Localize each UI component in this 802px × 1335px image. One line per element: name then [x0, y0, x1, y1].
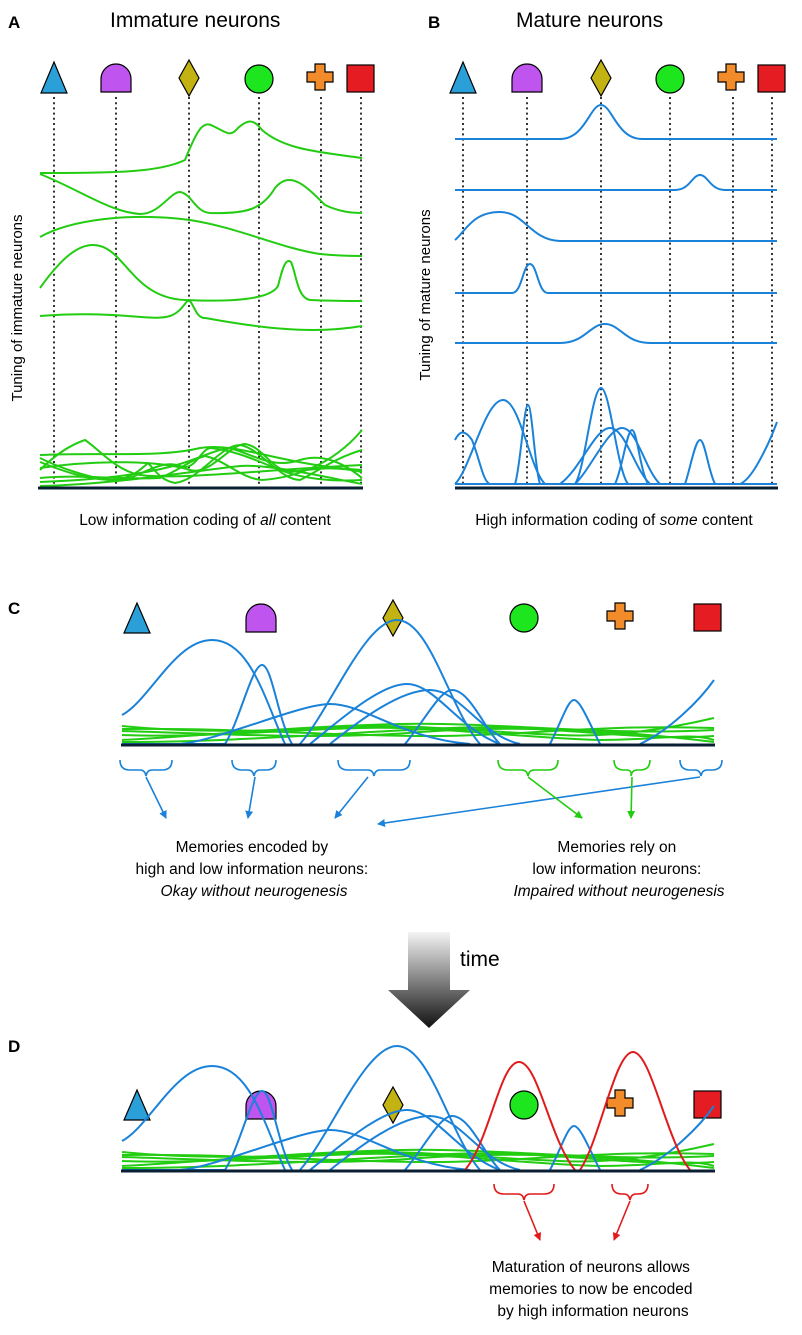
triangle-icon: [449, 60, 477, 94]
half-circle-icon: [100, 63, 132, 93]
diamond-icon: [382, 598, 404, 638]
panel-b-caption: High information coding of some content: [475, 512, 753, 529]
panel-d-red-curves: [464, 1050, 691, 1171]
circle-icon: [509, 1090, 539, 1120]
cross-icon: [306, 63, 334, 91]
time-arrow: time: [388, 932, 500, 1028]
square-icon: [693, 603, 722, 632]
cross-icon: [606, 1089, 634, 1117]
down-arrow-icon: [388, 932, 470, 1028]
panel-c-brackets-blue: [119, 759, 723, 777]
triangle-icon: [123, 601, 151, 634]
panel-a-letter: A: [8, 13, 20, 32]
panel-d-arrows: [523, 1200, 631, 1241]
circle-icon: [655, 64, 685, 94]
panel-c-arrows: [145, 776, 701, 827]
circle-icon: [244, 64, 274, 94]
diamond-icon: [178, 58, 200, 98]
panel-d-letter: D: [8, 1037, 20, 1056]
panel-a-ylabel: Tuning of immature neurons: [9, 214, 26, 401]
panel-c-blue-curves: [121, 618, 715, 745]
diamond-icon: [382, 1085, 404, 1125]
panel-b-overlay-curves: [454, 386, 778, 485]
panel-a: A Immature neurons: [8, 9, 375, 529]
panel-b-stimuli: [449, 58, 786, 98]
square-icon: [346, 64, 375, 93]
circle-icon: [509, 603, 539, 633]
panel-b-letter: B: [428, 13, 440, 32]
panel-d-stimuli: [123, 1085, 722, 1125]
cross-icon: [717, 63, 745, 91]
cross-icon: [606, 602, 634, 630]
panel-b-title: Mature neurons: [516, 9, 663, 32]
panel-c-left-note: Memories encoded by high and low informa…: [136, 839, 373, 900]
panel-a-title: Immature neurons: [110, 9, 280, 32]
square-icon: [757, 64, 786, 93]
panel-d: D: [8, 1037, 722, 1320]
panel-a-caption: Low information coding of all content: [79, 512, 331, 529]
panel-b-mature-tuning-curves: [454, 103, 778, 485]
panel-c-brackets-green: [497, 759, 651, 777]
half-circle-icon: [511, 63, 543, 93]
diamond-icon: [590, 58, 612, 98]
panel-a-overlay-curves: [39, 429, 363, 487]
half-circle-icon: [245, 603, 277, 633]
panel-c-stimuli: [123, 598, 722, 638]
panel-c-right-note: Memories rely on low information neurons…: [513, 839, 724, 900]
panel-c-letter: C: [8, 599, 20, 618]
panel-c-green-curves: [121, 717, 715, 743]
time-label: time: [460, 948, 500, 971]
panel-d-brackets: [493, 1183, 649, 1201]
triangle-icon: [40, 60, 68, 94]
panel-a-immature-tuning-curves: [39, 120, 363, 487]
triangle-icon: [123, 1088, 151, 1121]
panel-d-note: Maturation of neurons allows memories to…: [489, 1259, 697, 1320]
panel-b-ylabel: Tuning of mature neurons: [417, 209, 434, 380]
panel-b: B Mature neurons: [417, 9, 786, 529]
panel-a-guides: [53, 97, 362, 487]
panel-c: C: [8, 598, 725, 900]
panel-d-blue-curves: [121, 1044, 715, 1171]
panel-a-stimuli: [40, 58, 375, 98]
